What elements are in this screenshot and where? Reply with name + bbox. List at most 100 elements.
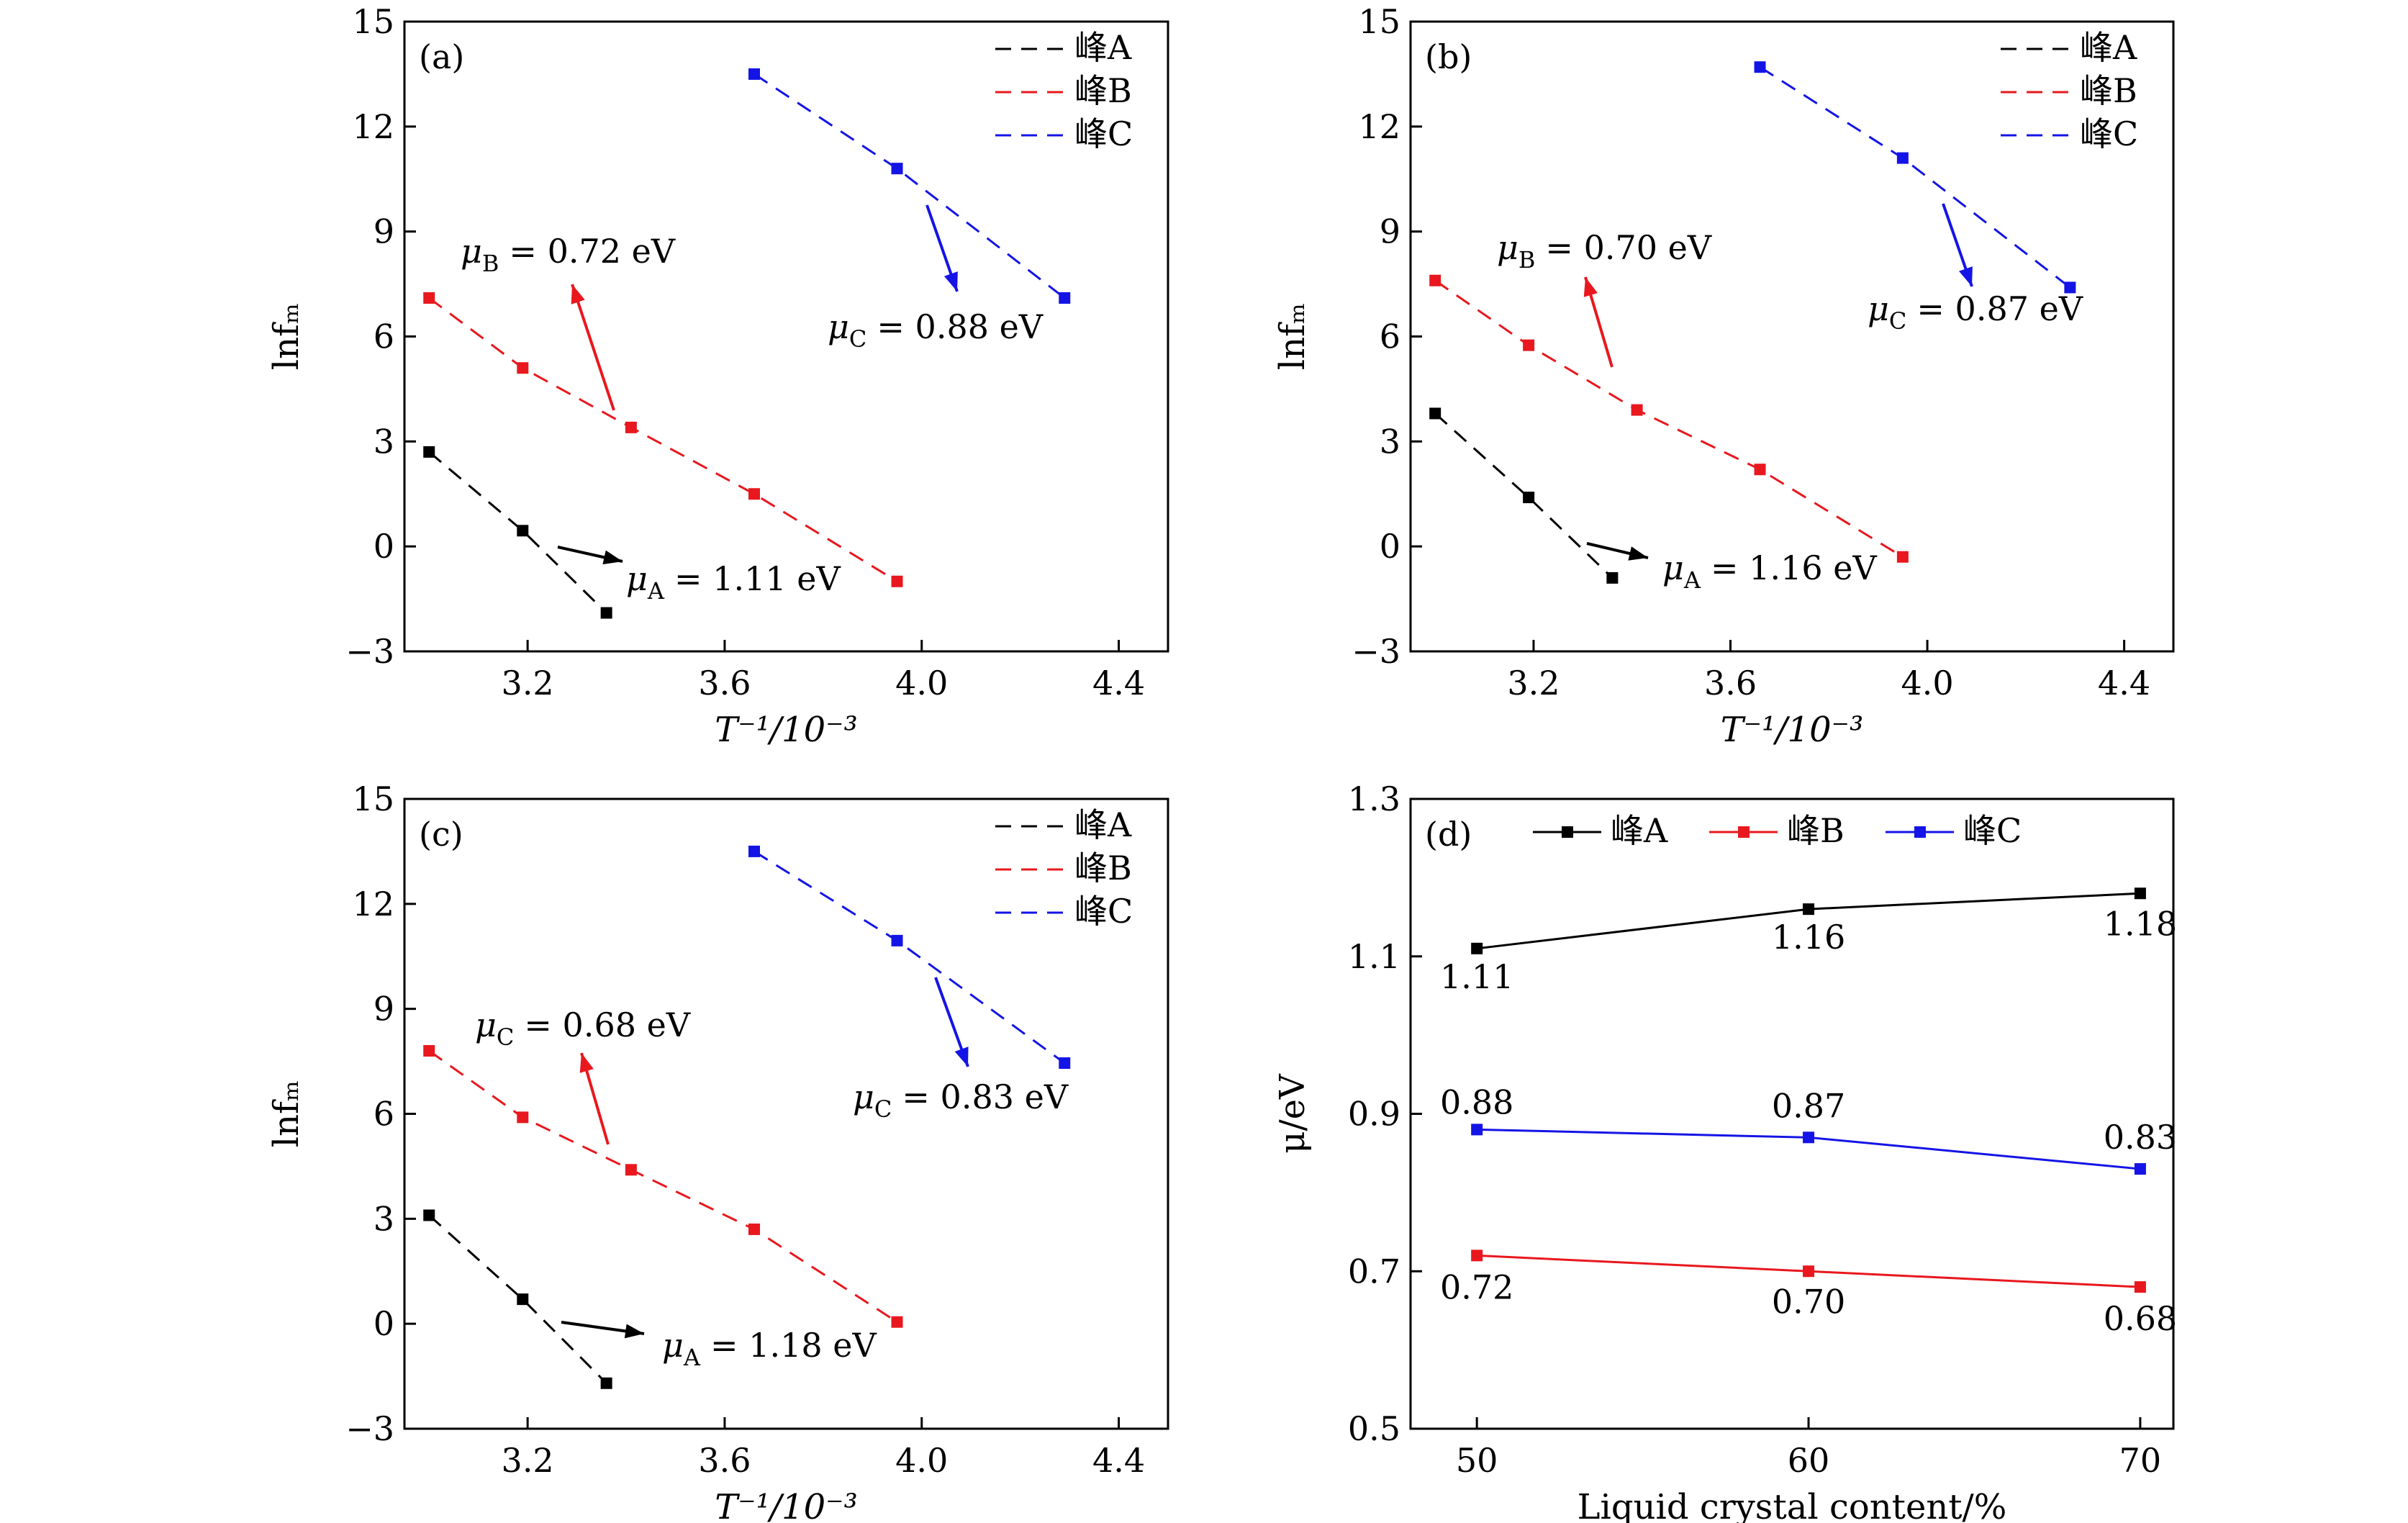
- legend-label-A: 峰A: [2080, 28, 2137, 67]
- annotation-value: = 0.88 eV: [877, 307, 1043, 346]
- data-label-B: 0.72: [1440, 1267, 1513, 1306]
- data-label-C: 0.88: [1440, 1083, 1513, 1121]
- data-point-C: [1896, 152, 1909, 164]
- annotation-mu: μ: [475, 1005, 497, 1044]
- data-point-B: [423, 1045, 435, 1057]
- legend-marker-B: [1738, 826, 1750, 838]
- annotation-B: μB = 0.72 eV: [461, 232, 676, 277]
- data-point-A: [517, 1293, 529, 1306]
- data-label-B: 0.70: [1772, 1282, 1845, 1321]
- y-tick-label: 0: [374, 1304, 394, 1343]
- y-tick-label: 3: [374, 422, 394, 461]
- series-line-B: [1434, 279, 1904, 559]
- annotation-arrow-B-head: [1583, 277, 1598, 297]
- x-tick-label: 50: [1456, 1441, 1498, 1480]
- data-label-A: 1.18: [2104, 904, 2177, 943]
- legend-label-C: 峰C: [2080, 114, 2138, 153]
- annotation-mu: μ: [1868, 289, 1889, 328]
- annotation-value: = 1.18 eV: [710, 1326, 877, 1365]
- y-axis-title: lnfₘ: [266, 1080, 307, 1147]
- annotation-sub: C: [497, 1023, 514, 1051]
- data-point-B: [517, 1111, 529, 1124]
- y-tick-label: 0.7: [1348, 1252, 1400, 1291]
- data-point-A: [423, 1209, 435, 1221]
- annotation-mu: μ: [461, 232, 482, 271]
- series-line-C: [1759, 65, 2071, 289]
- series-line-C: [753, 850, 1066, 1065]
- data-point-B: [1754, 464, 1766, 476]
- annotation-sub: B: [482, 250, 499, 277]
- y-axis-title: lnfₘ: [1272, 303, 1313, 370]
- data-point-A: [517, 525, 529, 537]
- panel-c: −3 0 3 6 9 12 15 3.2 3.6 4.0 4.4 T⁻¹/10⁻³ lnfₘ (c) 峰A 峰…: [266, 779, 1169, 1523]
- x-tick-label: 3.6: [1704, 664, 1757, 702]
- y-tick-label: 6: [374, 317, 394, 356]
- data-label-A: 1.11: [1440, 957, 1513, 996]
- data-point-C: [2064, 281, 2076, 294]
- data-point-B: [2134, 1281, 2146, 1293]
- annotation-B: μB = 0.70 eV: [1497, 228, 1712, 274]
- y-tick-label: −3: [345, 632, 394, 671]
- y-tick-label: 15: [352, 779, 394, 818]
- series-line-B: [428, 297, 898, 583]
- annotation-value: = 1.16 eV: [1711, 548, 1877, 587]
- data-label-C: 0.87: [1772, 1086, 1845, 1125]
- data-label-B: 0.68: [2104, 1299, 2177, 1338]
- data-point-C: [1803, 1131, 1815, 1144]
- series-line-C: [753, 73, 1066, 299]
- legend-label-A: 峰A: [1611, 811, 1668, 850]
- x-tick-label: 3.6: [698, 664, 751, 702]
- y-tick-label: 0.5: [1348, 1409, 1400, 1448]
- y-tick-label: 12: [352, 107, 394, 146]
- series-line-B: [428, 1049, 898, 1323]
- annotation-sub: C: [849, 325, 866, 353]
- data-point-C: [748, 68, 761, 80]
- x-tick-label: 3.2: [502, 1441, 554, 1480]
- annotation-mu: μ: [1497, 228, 1518, 267]
- panel-tag: (c): [419, 815, 463, 854]
- annotation-value: = 0.87 eV: [1916, 289, 2083, 328]
- data-point-A: [423, 446, 435, 458]
- x-tick-label: 3.6: [698, 1441, 751, 1480]
- data-point-C: [1471, 1124, 1483, 1136]
- annotation-value: = 0.70 eV: [1545, 228, 1711, 267]
- y-tick-label: −3: [1352, 632, 1400, 671]
- data-point-A: [1523, 492, 1535, 504]
- y-tick-label: 15: [352, 2, 394, 41]
- y-tick-label: −3: [345, 1409, 394, 1448]
- annotation-arrow-C-head: [943, 271, 958, 292]
- x-tick-label: 3.2: [502, 664, 554, 702]
- legend-marker-A: [1562, 826, 1573, 838]
- y-tick-label: 3: [1380, 422, 1400, 461]
- annotation-arrow-B-head: [579, 1053, 594, 1073]
- y-tick-label: 1.1: [1348, 937, 1400, 976]
- x-tick-label: 4.0: [895, 664, 948, 702]
- legend-label-B: 峰B: [1074, 71, 1132, 110]
- annotation-mu: μ: [1662, 548, 1684, 587]
- data-point-B: [1471, 1249, 1483, 1262]
- legend-label-B: 峰B: [1074, 849, 1132, 887]
- annotation-A: μA = 1.11 eV: [626, 559, 841, 605]
- data-label-C: 0.83: [2104, 1118, 2177, 1157]
- legend-label-B: 峰B: [1787, 811, 1845, 850]
- annotation-C: μC = 0.88 eV: [828, 307, 1044, 353]
- legend-label-A: 峰A: [1074, 805, 1132, 844]
- x-tick-label: 4.4: [2098, 664, 2150, 702]
- y-tick-label: 9: [1380, 212, 1400, 251]
- annotation-arrow-B-head: [571, 284, 585, 304]
- panel-a: −3 0 3 6 9 12 15 3.2 3.6 4.0 4.4 T⁻¹/10⁻³ lnfₘ (a) 峰A 峰…: [266, 2, 1169, 750]
- annotation-A: μA = 1.16 eV: [1662, 548, 1877, 594]
- data-point-C: [1059, 1057, 1071, 1070]
- annotation-mu: μ: [853, 1077, 874, 1116]
- data-label-A: 1.16: [1772, 918, 1845, 957]
- data-point-B: [1523, 339, 1535, 351]
- panel-tag: (a): [419, 37, 464, 76]
- data-point-A: [1606, 571, 1619, 584]
- x-tick-label: 4.4: [1092, 664, 1145, 702]
- data-point-C: [748, 845, 761, 857]
- data-point-C: [2134, 1163, 2146, 1175]
- data-point-A: [600, 1377, 612, 1389]
- panel-tag: (b): [1425, 37, 1472, 76]
- data-point-C: [891, 163, 903, 175]
- annotation-arrow-A-head: [602, 550, 623, 565]
